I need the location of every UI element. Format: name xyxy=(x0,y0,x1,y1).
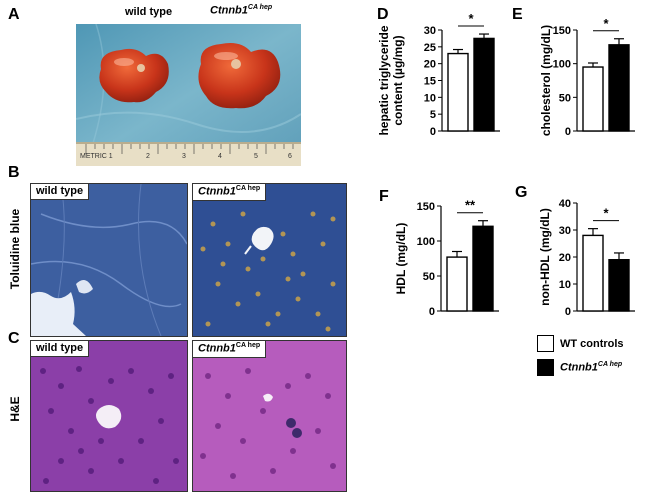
panel-letter-b: B xyxy=(8,164,20,181)
toluidine-ctnnb1-tag-sup: CA hep xyxy=(235,185,261,192)
he-ctnnb1-tag-text: Ctnnb1 xyxy=(198,342,236,355)
panel-letter-g: G xyxy=(515,184,528,201)
y-tick-label: 100 xyxy=(553,59,571,71)
he-ctnnb1-tag: Ctnnb1CA hep xyxy=(193,341,267,358)
y-axis-label: non-HDL (mg/dL) xyxy=(538,208,552,306)
panel-letter-c: C xyxy=(8,330,20,347)
he-ctnnb1-tag-sup: CA hep xyxy=(235,342,261,349)
legend: WT controls Ctnnb1CA hep xyxy=(537,335,624,376)
toluidine-ctnnb1-tag: Ctnnb1CA hep xyxy=(193,184,267,201)
legend-item-wt: WT controls xyxy=(537,335,624,352)
panel-a-ctnnb1-label: Ctnnb1CA hep xyxy=(210,4,272,17)
wildtype-liver xyxy=(99,48,169,103)
bar-ctnnb1 xyxy=(608,44,630,132)
panel-letter-d: D xyxy=(377,6,389,23)
ruler-num-3: 3 xyxy=(182,153,186,160)
bar-ctnnb1 xyxy=(472,225,494,312)
chart-d: 0 5 10 15 20 25 30 * hepatic triglyceride content… xyxy=(377,11,500,138)
toluidine-wildtype-svg xyxy=(31,184,187,336)
legend-label-ctnnb1-sup: CA hep xyxy=(597,361,623,369)
panel-a-ctnnb1-sup: CA hep xyxy=(247,4,273,11)
y-tick-label: 20 xyxy=(559,252,571,264)
legend-swatch-ctnnb1 xyxy=(537,359,554,376)
significance-mark: * xyxy=(603,16,609,31)
y-tick-label: 10 xyxy=(559,279,571,291)
y-tick-label: 150 xyxy=(417,201,435,213)
y-tick-label: 40 xyxy=(559,198,571,210)
panel-letter-a: A xyxy=(8,6,20,23)
y-axis-label: HDL (mg/dL) xyxy=(394,223,408,295)
toluidine-wildtype-image: wild type xyxy=(30,183,188,337)
toluidine-ctnnb1-tag-text: Ctnnb1 xyxy=(198,185,236,198)
y-tick-label: 50 xyxy=(559,92,571,104)
ctnnb1-liver xyxy=(198,43,281,109)
he-wildtype-svg xyxy=(31,341,187,491)
ruler-metric-text: METRIC 1 xyxy=(80,153,113,160)
chart-g: 0 10 20 30 40 * non-HDL (mg/dL) xyxy=(538,198,635,318)
y-tick-label: 100 xyxy=(417,236,435,248)
y-axis-label: content (µg/mg) xyxy=(391,35,405,125)
y-tick-label: 150 xyxy=(553,25,571,37)
y-tick-label: 30 xyxy=(424,25,436,37)
legend-label-ctnnb1: Ctnnb1CA hep xyxy=(560,361,622,374)
ruler-num-5: 5 xyxy=(254,153,258,160)
y-tick-label: 15 xyxy=(424,76,436,88)
chart-e: 0 50 100 150 * cholesterol (mg/dL) xyxy=(539,16,635,138)
bar-wt xyxy=(446,256,468,312)
he-ctnnb1-svg xyxy=(193,341,346,491)
y-tick-label: 0 xyxy=(430,126,436,138)
y-tick-label: 0 xyxy=(429,306,435,318)
panel-letter-e: E xyxy=(512,6,523,23)
liver-photo-svg xyxy=(76,24,301,166)
bar-ctnnb1 xyxy=(608,259,630,312)
he-wildtype-tag: wild type xyxy=(31,341,90,357)
toluidine-ctnnb1-image: Ctnnb1CA hep xyxy=(192,183,347,337)
ruler-num-4: 4 xyxy=(218,153,222,160)
legend-label-wt: WT controls xyxy=(560,337,624,350)
legend-label-ctnnb1-text: Ctnnb1 xyxy=(560,361,598,374)
y-tick-label: 50 xyxy=(423,271,435,283)
y-axis-label: hepatic triglyceride xyxy=(377,25,391,135)
y-tick-label: 0 xyxy=(565,126,571,138)
panel-a-ctnnb1-text: Ctnnb1 xyxy=(210,4,248,17)
ruler-num-6: 6 xyxy=(288,153,292,160)
y-tick-label: 30 xyxy=(559,225,571,237)
chart-f: 0 50 100 150 ** HDL (mg/dL) xyxy=(394,198,499,318)
y-axis-label: cholesterol (mg/dL) xyxy=(539,25,553,136)
he-ctnnb1-image: Ctnnb1CA hep xyxy=(192,340,347,492)
ruler-num-2: 2 xyxy=(146,153,150,160)
bar-wt xyxy=(447,52,469,132)
bar-wt xyxy=(582,66,604,132)
significance-mark: * xyxy=(603,206,609,221)
he-wildtype-image: wild type xyxy=(30,340,188,492)
bar-wt xyxy=(582,234,604,312)
toluidine-ctnnb1-svg xyxy=(193,184,346,336)
y-tick-label: 20 xyxy=(424,59,436,71)
metric-ruler xyxy=(76,142,301,166)
y-tick-label: 25 xyxy=(424,42,436,54)
significance-mark: * xyxy=(468,11,474,26)
legend-swatch-wt xyxy=(537,335,554,352)
panel-a-wildtype-label: wild type xyxy=(125,6,173,18)
toluidine-wildtype-tag: wild type xyxy=(31,184,90,200)
y-tick-label: 5 xyxy=(430,109,436,121)
liver-photo: METRIC 1 2 3 4 5 6 xyxy=(76,24,301,166)
significance-mark: ** xyxy=(465,198,476,213)
panel-letter-f: F xyxy=(379,188,389,205)
legend-item-ctnnb1: Ctnnb1CA hep xyxy=(537,359,624,376)
bar-ctnnb1 xyxy=(473,37,495,132)
y-tick-label: 0 xyxy=(565,306,571,318)
y-tick-label: 10 xyxy=(424,92,436,104)
